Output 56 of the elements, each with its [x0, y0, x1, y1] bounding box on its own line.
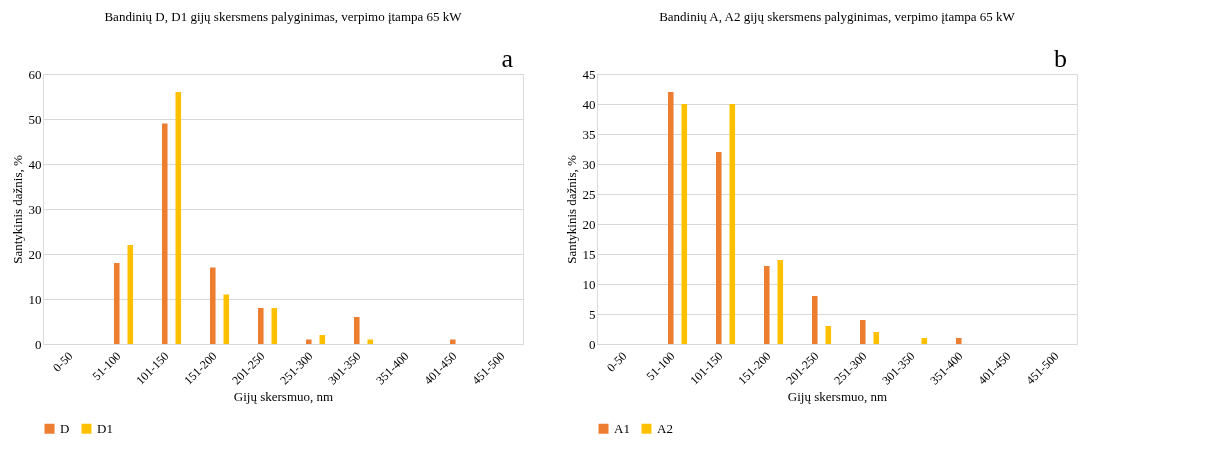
chart-title: Bandinių D, D1 gijų skersmens palyginimas, verpimo įtampa 65 kW	[104, 9, 463, 24]
bar	[715, 152, 722, 344]
x-axis-title: Gijų skersmuo, nm	[787, 388, 888, 404]
bar	[319, 335, 326, 344]
bar	[681, 104, 688, 344]
y-tick-label: 15	[582, 246, 596, 262]
y-tick-label: 45	[582, 66, 596, 82]
bar	[825, 326, 832, 344]
y-tick-label: 10	[582, 276, 596, 292]
legend-label: D	[60, 420, 70, 436]
y-tick-label: 0	[589, 336, 596, 352]
bar	[449, 339, 456, 344]
bar	[271, 308, 278, 344]
bar	[353, 317, 360, 344]
bar	[367, 339, 374, 344]
bar	[811, 296, 818, 344]
legend-label: A1	[614, 420, 630, 436]
y-tick-label: 0	[35, 336, 42, 352]
y-tick-label: 50	[28, 111, 42, 127]
y-tick-label: 40	[582, 96, 596, 112]
y-tick-label: 35	[582, 126, 596, 142]
y-tick-label: 30	[582, 156, 596, 172]
bar	[161, 123, 168, 344]
y-tick-label: 5	[589, 306, 596, 322]
x-tick-label: 0-50	[50, 349, 76, 375]
y-axis-title: Santykinis dažnis, %	[9, 154, 25, 264]
bar	[113, 263, 120, 344]
text: b	[1054, 44, 1067, 73]
bar	[955, 338, 962, 344]
y-axis-title: Santykinis dažnis, %	[563, 154, 579, 264]
bar	[175, 92, 182, 344]
legend-label: A2	[657, 420, 673, 436]
bar	[859, 320, 866, 344]
y-tick-label: 25	[582, 186, 596, 202]
y-tick-label: 60	[28, 66, 42, 82]
y-tick-label: 10	[28, 291, 42, 307]
x-tick-label: 0-50	[604, 349, 630, 375]
bar	[127, 245, 134, 344]
bar	[209, 267, 216, 344]
chart-title: Bandinių A, A2 gijų skersmens palyginimas, verpimo įtampa 65 kW	[659, 9, 1016, 24]
text: a	[501, 44, 514, 73]
bar	[729, 104, 736, 344]
y-tick-label: 30	[28, 201, 42, 217]
y-tick-label: 20	[582, 216, 596, 232]
bar	[763, 266, 770, 344]
y-tick-label: 40	[28, 156, 42, 172]
legend-label: D1	[97, 420, 113, 436]
bar	[667, 92, 674, 344]
bar	[777, 260, 784, 344]
bar	[873, 332, 880, 344]
bar	[257, 308, 264, 344]
y-tick-label: 20	[28, 246, 42, 262]
bar	[305, 339, 312, 344]
bar	[223, 294, 230, 344]
bar	[921, 338, 928, 344]
x-axis-title: Gijų skersmuo, nm	[233, 388, 334, 404]
